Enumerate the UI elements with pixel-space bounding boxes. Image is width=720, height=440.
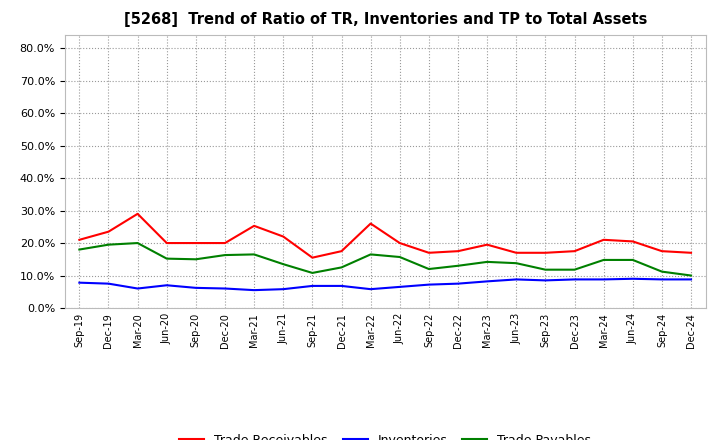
Trade Payables: [425, 266, 433, 271]
Trade Payables: [133, 240, 142, 246]
Trade Receivables: [133, 211, 142, 216]
Trade Receivables: [512, 250, 521, 256]
Inventories: [75, 280, 84, 285]
Trade Receivables: [192, 240, 200, 246]
Inventories: [308, 283, 317, 289]
Trade Payables: [192, 257, 200, 262]
Inventories: [483, 279, 492, 284]
Trade Receivables: [308, 255, 317, 260]
Inventories: [337, 283, 346, 289]
Line: Trade Payables: Trade Payables: [79, 243, 691, 275]
Trade Payables: [104, 242, 113, 247]
Trade Receivables: [657, 249, 666, 254]
Trade Receivables: [425, 250, 433, 256]
Trade Payables: [279, 261, 287, 267]
Inventories: [220, 286, 229, 291]
Inventories: [512, 277, 521, 282]
Inventories: [395, 284, 404, 290]
Inventories: [454, 281, 462, 286]
Trade Payables: [308, 270, 317, 275]
Trade Receivables: [629, 239, 637, 244]
Trade Payables: [599, 257, 608, 263]
Inventories: [104, 281, 113, 286]
Trade Payables: [163, 256, 171, 261]
Trade Payables: [75, 247, 84, 252]
Trade Payables: [220, 253, 229, 258]
Trade Payables: [657, 269, 666, 274]
Inventories: [192, 285, 200, 290]
Trade Receivables: [687, 250, 696, 256]
Inventories: [629, 276, 637, 282]
Trade Payables: [687, 273, 696, 278]
Trade Receivables: [570, 249, 579, 254]
Trade Payables: [570, 267, 579, 272]
Legend: Trade Receivables, Inventories, Trade Payables: Trade Receivables, Inventories, Trade Pa…: [174, 429, 596, 440]
Trade Receivables: [395, 240, 404, 246]
Line: Trade Receivables: Trade Receivables: [79, 214, 691, 258]
Trade Payables: [250, 252, 258, 257]
Trade Receivables: [104, 229, 113, 235]
Trade Payables: [454, 263, 462, 268]
Trade Receivables: [220, 240, 229, 246]
Trade Payables: [629, 257, 637, 263]
Trade Receivables: [541, 250, 550, 256]
Trade Payables: [541, 267, 550, 272]
Trade Payables: [337, 265, 346, 270]
Inventories: [366, 286, 375, 292]
Trade Receivables: [279, 234, 287, 239]
Line: Inventories: Inventories: [79, 279, 691, 290]
Trade Payables: [395, 254, 404, 260]
Trade Receivables: [599, 237, 608, 242]
Inventories: [599, 277, 608, 282]
Trade Receivables: [337, 249, 346, 254]
Trade Receivables: [250, 223, 258, 228]
Trade Payables: [512, 260, 521, 266]
Inventories: [570, 277, 579, 282]
Inventories: [163, 282, 171, 288]
Inventories: [279, 286, 287, 292]
Inventories: [250, 287, 258, 293]
Inventories: [687, 277, 696, 282]
Title: [5268]  Trend of Ratio of TR, Inventories and TP to Total Assets: [5268] Trend of Ratio of TR, Inventories…: [124, 12, 647, 27]
Trade Receivables: [75, 237, 84, 242]
Inventories: [133, 286, 142, 291]
Inventories: [425, 282, 433, 287]
Trade Receivables: [454, 249, 462, 254]
Inventories: [541, 278, 550, 283]
Trade Receivables: [483, 242, 492, 247]
Inventories: [657, 277, 666, 282]
Trade Payables: [366, 252, 375, 257]
Trade Receivables: [366, 221, 375, 226]
Trade Payables: [483, 259, 492, 264]
Trade Receivables: [163, 240, 171, 246]
